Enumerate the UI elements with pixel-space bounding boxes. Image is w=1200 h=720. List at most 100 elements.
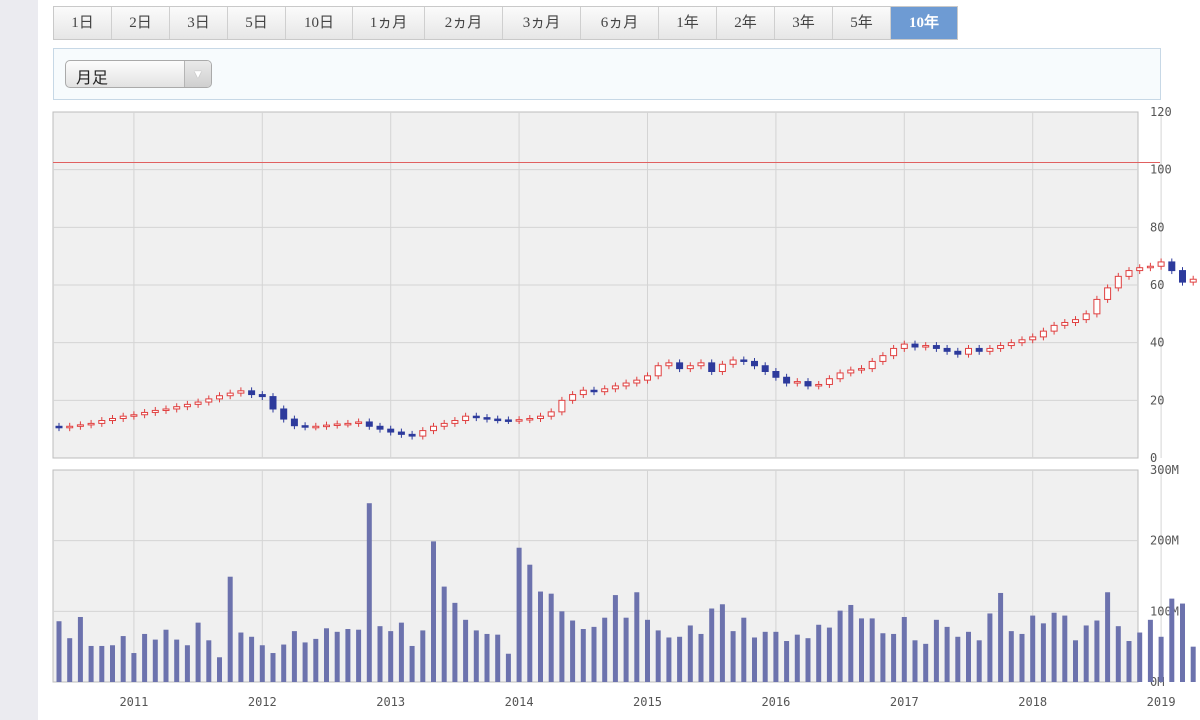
volume-bar [227,576,233,682]
volume-bar [645,619,650,682]
candle-body [558,399,566,413]
y-tick-label: 0 [1150,451,1157,465]
candle-body [280,408,288,420]
y-tick-label: 40 [1150,336,1164,350]
candle-body [173,406,181,410]
x-tick-label: 2011 [119,695,148,709]
period-tab-10[interactable]: 1年 [659,7,717,39]
period-tab-7[interactable]: 2ヵ月 [425,7,503,39]
period-tab-12[interactable]: 3年 [775,7,833,39]
period-tab-9[interactable]: 6ヵ月 [581,7,659,39]
volume-bar [1158,636,1164,682]
volume-bar [484,633,490,682]
candle-body [986,347,994,352]
period-tab-3[interactable]: 3日 [170,7,228,39]
volume-bar [773,631,779,682]
candle-body [119,415,127,419]
candle-body [622,382,630,387]
chart-toolbar: 月足 ▼ [53,48,1161,100]
volume-bar [495,634,501,682]
volume-bar [313,638,319,682]
volume-bar [377,626,383,682]
candle-body [793,381,801,384]
volume-bar [730,631,736,682]
volume-bar [966,631,971,682]
volume-bar [762,631,768,682]
candle-body [932,345,940,349]
candle-body [943,347,951,352]
volume-bar [987,613,993,682]
candle-body [248,390,256,396]
candle-body [1018,339,1026,344]
volume-bar [56,621,62,682]
candle-body [900,343,908,349]
candle-body [815,383,823,387]
volume-bar [998,592,1004,682]
candle-body [772,371,780,378]
candle-body [1146,265,1154,269]
period-tab-6[interactable]: 1ヵ月 [353,7,425,39]
interval-select-value: 月足 [76,68,109,87]
volume-bar [291,631,297,682]
volume-tick-label: 200M [1150,534,1179,548]
volume-bar [784,641,790,682]
candle-body [879,355,887,362]
volume-bar [933,619,939,682]
volume-bar [163,629,169,682]
period-tab-14[interactable]: 10年 [891,7,957,39]
period-tab-8[interactable]: 3ヵ月 [503,7,581,39]
candle-body [269,396,277,410]
candle-body [686,365,694,370]
period-tab-5[interactable]: 10日 [286,7,353,39]
period-tab-2[interactable]: 2日 [112,7,170,39]
candle-body [430,425,437,432]
candle-body [483,417,491,420]
volume-bar [794,634,800,682]
chevron-down-icon[interactable]: ▼ [184,61,211,87]
volume-bar [131,653,137,682]
volume-bar [1062,615,1068,682]
volume-bar [741,617,747,682]
volume-bar [837,610,843,682]
candle-body [387,428,395,433]
volume-bar [1115,626,1121,682]
candle-body [462,415,470,422]
candle-body [183,403,191,408]
candle-body [676,362,684,370]
volume-bar [505,653,511,682]
left-edge-strip [0,0,38,720]
period-tab-4[interactable]: 5日 [228,7,286,39]
volume-bar [238,632,244,682]
volume-bar [110,645,115,682]
volume-bar [345,629,351,682]
interval-select[interactable]: 月足 ▼ [65,60,212,88]
period-tab-1[interactable]: 1日 [54,7,112,39]
candle-body [1157,261,1165,267]
volume-bar [452,602,458,682]
x-tick-label: 2012 [248,695,277,709]
candle-body [344,422,352,426]
candle-body [569,394,577,401]
candle-body [216,395,223,400]
candle-body [55,425,63,429]
period-tab-13[interactable]: 5年 [833,7,891,39]
volume-bars [56,503,1196,682]
x-tick-label: 2016 [761,695,790,709]
volume-bar [67,638,73,682]
volume-bar [612,595,618,682]
candle-body [515,419,523,422]
volume-bar [99,645,105,682]
volume-bar [431,541,436,682]
volume-bar [752,637,757,682]
volume-bar [174,639,180,682]
candle-body [87,422,95,426]
candle-body [644,375,651,381]
volume-tick-label: 300M [1150,463,1179,477]
candle-body [504,419,512,422]
candle-body [258,394,266,398]
volume-bar [356,629,362,682]
volume-bar [848,604,854,682]
x-tick-label: 2015 [633,695,662,709]
period-tab-11[interactable]: 2年 [717,7,775,39]
candle-body [526,417,534,421]
